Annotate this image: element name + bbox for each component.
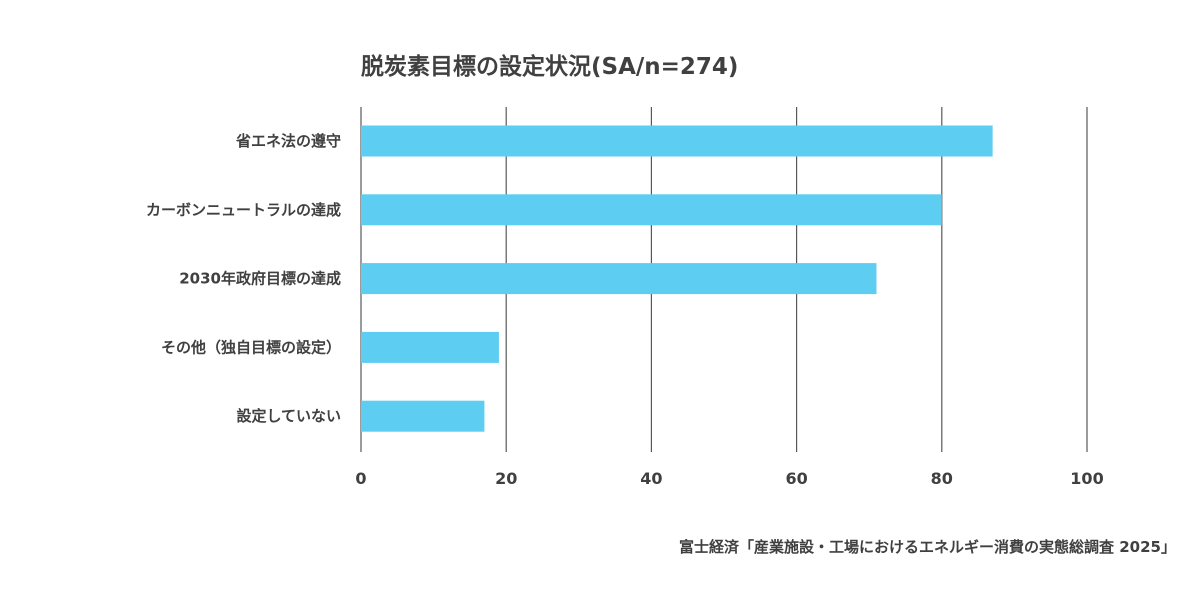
x-tick-label-80: 80 <box>931 469 953 488</box>
bar-2 <box>361 263 877 295</box>
category-label-0: 省エネ法の遵守 <box>235 132 341 150</box>
bar-1 <box>361 194 942 226</box>
category-label-1: カーボンニュートラルの達成 <box>146 201 341 219</box>
bar-4 <box>361 400 485 432</box>
category-label-4: 設定していない <box>236 407 341 425</box>
x-tick-label-0: 0 <box>355 469 366 488</box>
source-note: 富士経済「産業施設・工場におけるエネルギー消費の実態総調査 2025」 <box>679 538 1176 556</box>
x-tick-label-20: 20 <box>495 469 517 488</box>
category-label-3: その他（独自目標の設定） <box>161 338 341 356</box>
category-label-2: 2030年政府目標の達成 <box>179 270 341 288</box>
chart-title: 脱炭素目標の設定状況(SA/n=274) <box>361 53 738 80</box>
bar-0 <box>361 125 993 157</box>
x-tick-label-60: 60 <box>785 469 807 488</box>
x-tick-label-100: 100 <box>1070 469 1103 488</box>
x-tick-label-40: 40 <box>640 469 662 488</box>
x-axis-ticks: 0 20 40 60 80 100 <box>355 469 1103 488</box>
bar-layer <box>361 125 993 432</box>
bar-3 <box>361 331 499 363</box>
